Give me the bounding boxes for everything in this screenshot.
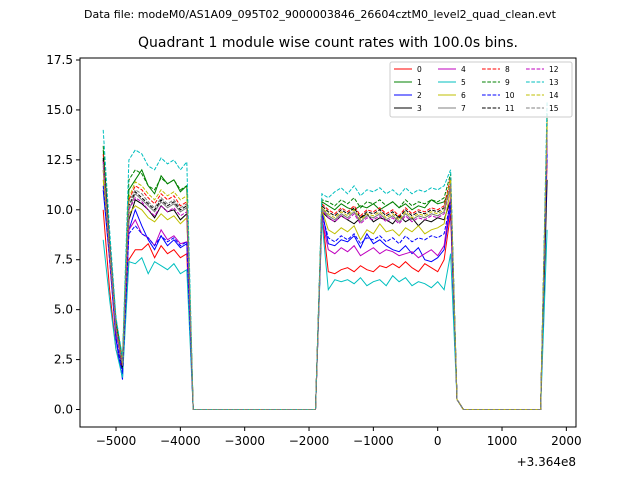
legend-label-5: 5 (461, 78, 466, 87)
series-line-6 (102, 119, 548, 410)
x-tick-label: −1000 (353, 434, 394, 448)
plot-frame (79, 57, 577, 428)
legend-label-10: 10 (505, 91, 515, 100)
x-offset-label: +3.364e8 (517, 455, 576, 469)
series-line-4 (102, 145, 548, 410)
series-line-3 (102, 159, 548, 410)
series-line-2 (102, 139, 548, 410)
plot-lines (102, 101, 548, 410)
y-tick-label: 0.0 (54, 403, 73, 417)
y-tick-label: 12.5 (46, 153, 73, 167)
x-tick-label: 0 (434, 434, 442, 448)
x-tick-label: 1000 (487, 434, 518, 448)
series-line-15 (102, 129, 548, 410)
legend-label-14: 14 (549, 91, 559, 100)
series-line-9 (102, 113, 548, 410)
legend-label-13: 13 (549, 78, 559, 87)
y-tick-label: 2.5 (54, 353, 73, 367)
legend-label-8: 8 (505, 65, 510, 74)
series-line-7 (102, 129, 548, 410)
legend-box (389, 61, 573, 118)
series-line-10 (102, 153, 548, 410)
series-line-8 (102, 119, 548, 410)
x-tick-label: −3000 (224, 434, 265, 448)
suptitle: Data file: modeM0/AS1A09_095T02_90000038… (84, 8, 556, 21)
x-tick-label: −4000 (160, 434, 201, 448)
x-tick-label: −2000 (289, 434, 330, 448)
y-tick-label: 5.0 (54, 303, 73, 317)
x-tick-label: 2000 (551, 434, 582, 448)
legend-label-7: 7 (461, 104, 466, 113)
series-line-1 (102, 129, 548, 410)
x-tick-label: −5000 (96, 434, 137, 448)
legend-label-3: 3 (417, 104, 422, 113)
legend-label-6: 6 (461, 91, 466, 100)
legend-label-0: 0 (417, 65, 422, 74)
series-line-14 (102, 125, 548, 410)
chart-title: Quadrant 1 module wise count rates with … (138, 35, 518, 51)
y-tick-label: 10.0 (46, 203, 73, 217)
series-line-12 (102, 133, 548, 410)
y-tick-label: 15.0 (46, 103, 73, 117)
legend-label-2: 2 (417, 91, 422, 100)
y-tick-label: 17.5 (46, 53, 73, 67)
series-line-5 (102, 219, 548, 410)
series-line-11 (102, 125, 548, 410)
x-axis-ticks: −5000 −4000 −3000 −2000 −1000 0 1000 2000 (96, 427, 582, 448)
legend-label-4: 4 (461, 65, 466, 74)
legend-label-9: 9 (505, 78, 510, 87)
legend-label-15: 15 (549, 104, 559, 113)
legend-label-1: 1 (417, 78, 422, 87)
legend-label-12: 12 (549, 65, 559, 74)
legend-label-11: 11 (505, 104, 515, 113)
y-tick-label: 7.5 (54, 253, 73, 267)
y-axis-ticks: 0.0 2.5 5.0 7.5 10.0 12.5 15.0 17.5 (46, 53, 80, 417)
series-line-0 (102, 159, 548, 410)
